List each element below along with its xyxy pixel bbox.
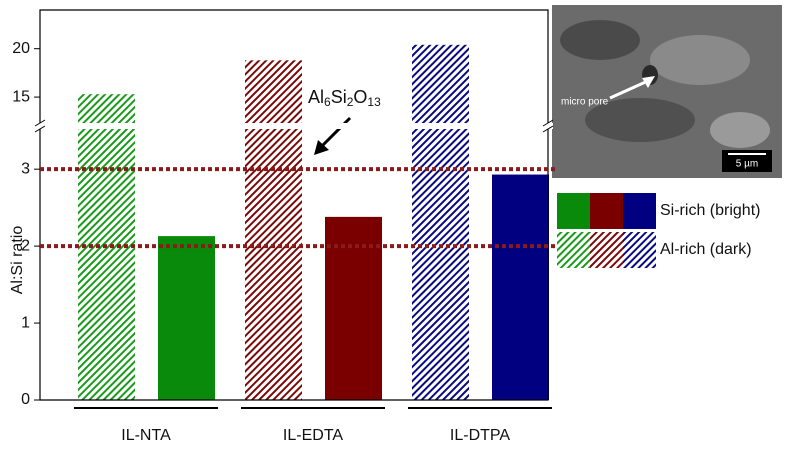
- legend-swatch: [623, 193, 656, 229]
- y-tick-label: 0: [21, 391, 30, 408]
- legend-label: Si-rich (bright): [660, 202, 760, 219]
- bar-lower: [78, 123, 135, 400]
- inset-label: micro pore: [561, 97, 609, 108]
- x-tick-label: IL-EDTA: [283, 427, 343, 444]
- y-tick-label: 20: [12, 40, 30, 57]
- y-axis-label: Al:Si ratio: [9, 226, 26, 295]
- bar: [158, 236, 215, 400]
- annotation: Al6Si2O13: [308, 87, 381, 109]
- bar-upper: [245, 60, 302, 129]
- y-tick-label: 15: [12, 88, 30, 105]
- inset-image: [552, 5, 782, 178]
- bar-lower: [412, 123, 469, 400]
- annotation-arrow: [320, 118, 350, 148]
- legend-swatch: [557, 193, 590, 229]
- y-tick-label: 2: [21, 237, 30, 254]
- x-tick-label: IL-DTPA: [450, 427, 510, 444]
- inset-scale-label: 5 µm: [736, 159, 758, 170]
- bar-upper: [412, 45, 469, 129]
- legend-swatch: [557, 232, 590, 268]
- y-tick-label: 1: [21, 314, 30, 331]
- bar-lower: [245, 123, 302, 400]
- legend-label: Al-rich (dark): [660, 241, 752, 258]
- y-tick-label: 3: [21, 160, 30, 177]
- bar: [492, 175, 549, 400]
- legend-swatch: [590, 193, 623, 229]
- bar: [325, 217, 382, 400]
- legend-swatch: [623, 232, 656, 268]
- axis-break-gap: [35, 123, 553, 129]
- chart: Al:Si ratio micro pore 5 µm 0 1 2 3 15 20 IL-N…: [0, 0, 792, 449]
- legend-swatch: [590, 232, 623, 268]
- x-tick-label: IL-NTA: [121, 427, 171, 444]
